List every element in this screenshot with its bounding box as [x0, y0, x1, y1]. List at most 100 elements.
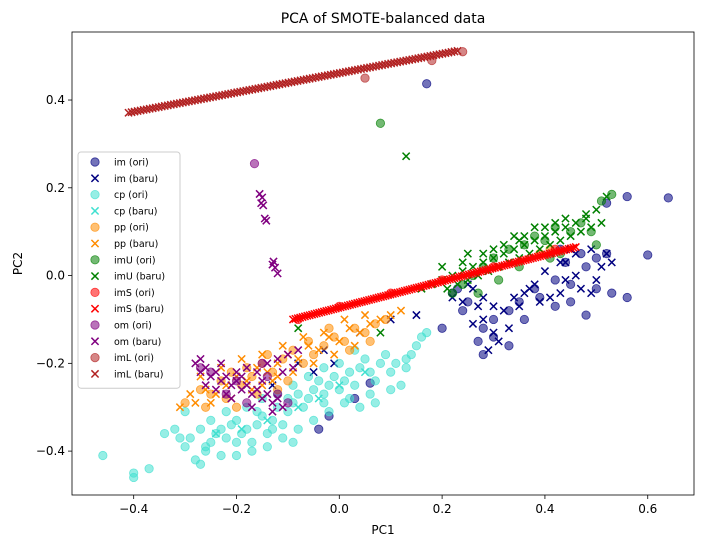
- data-point-im-baru: [607, 258, 616, 267]
- legend: im (ori) im (baru) cp (ori) cp (baru) pp (or…: [77, 151, 181, 389]
- data-point-ims-baru: [464, 270, 473, 279]
- data-point-ims-baru: [293, 314, 302, 323]
- data-point-ims-baru: [486, 264, 495, 274]
- data-point-om-baru: [263, 359, 272, 368]
- data-point-ims-baru: [519, 256, 528, 265]
- data-point-cp-ori: [324, 380, 334, 390]
- data-point-pp-baru: [386, 310, 395, 320]
- data-point-cp-ori: [370, 376, 380, 386]
- legend-item-imu-ori: imU (ori): [90, 255, 156, 266]
- data-point-om-baru: [201, 381, 210, 390]
- data-point-ims-baru: [521, 255, 531, 264]
- data-point-imu-baru: [402, 152, 411, 161]
- data-point-pp-baru: [355, 328, 364, 337]
- data-point-ims-baru: [531, 253, 540, 262]
- legend-item-cp-baru: cp (baru): [90, 206, 157, 217]
- legend-label: om (baru): [114, 337, 161, 348]
- data-point-ims-baru: [536, 252, 545, 261]
- data-point-ims-baru: [474, 267, 483, 277]
- data-point-ims-baru: [419, 281, 428, 291]
- data-point-ims-baru: [341, 301, 350, 311]
- data-point-ims-baru: [429, 279, 438, 288]
- data-point-om-baru: [242, 381, 251, 390]
- legend-box: [77, 151, 181, 389]
- data-point-ims-baru: [497, 261, 507, 271]
- data-point-ims-baru: [557, 246, 566, 255]
- data-point-im-ori: [566, 297, 576, 307]
- data-point-ims-baru: [516, 256, 526, 266]
- data-point-im-ori: [478, 323, 488, 333]
- data-point-ims-baru: [528, 253, 538, 263]
- data-point-imu-baru: [581, 209, 591, 219]
- data-point-cp-ori: [247, 446, 257, 456]
- data-point-om-baru: [283, 350, 293, 359]
- data-point-ims-baru: [445, 275, 454, 284]
- data-point-imu-baru: [587, 223, 596, 232]
- data-point-imu-baru: [571, 218, 580, 228]
- data-point-ims-baru: [550, 248, 559, 257]
- data-point-im-ori: [581, 310, 591, 320]
- data-point-pp-baru: [309, 359, 318, 368]
- data-point-ims-baru: [514, 257, 523, 266]
- data-point-cp-ori: [231, 450, 242, 461]
- data-point-imu-ori: [586, 227, 596, 237]
- data-point-im-ori: [422, 79, 432, 89]
- data-point-imu-baru: [499, 240, 508, 249]
- data-point-ims-baru: [348, 300, 357, 309]
- data-point-ims-baru: [436, 277, 445, 286]
- data-point-ims-baru: [391, 289, 400, 298]
- data-point-ims-baru: [421, 281, 431, 290]
- data-point-ims-baru: [338, 302, 348, 311]
- data-point-ims-baru: [355, 298, 364, 307]
- legend-marker: [90, 304, 100, 313]
- data-point-ims-baru: [362, 296, 371, 305]
- data-point-im-baru: [602, 249, 611, 258]
- data-point-im-baru: [597, 262, 606, 271]
- data-point-im-baru: [561, 258, 570, 267]
- data-point-cp-ori: [370, 398, 380, 408]
- legend-label: im (baru): [114, 174, 158, 185]
- data-point-im-baru: [587, 288, 596, 298]
- data-point-ims-baru: [386, 290, 395, 299]
- data-point-ims-baru: [405, 285, 414, 294]
- data-point-ims-baru: [438, 276, 447, 286]
- legend-item-ims-baru: imS (baru): [90, 304, 164, 315]
- data-point-pp-baru: [396, 306, 406, 315]
- data-point-cp-ori: [386, 367, 396, 377]
- data-point-cp-ori: [329, 371, 339, 382]
- data-point-ims-baru: [443, 275, 452, 285]
- data-point-ims-baru: [417, 282, 426, 291]
- data-point-im-ori: [473, 336, 483, 346]
- data-point-om-baru: [273, 354, 282, 364]
- data-point-cp-ori: [180, 442, 190, 452]
- data-point-im-baru: [530, 280, 539, 289]
- x-axis: −0.4 −0.2 0.0 0.2 0.4 0.6: [119, 495, 657, 516]
- data-point-ims-baru: [360, 297, 369, 306]
- data-point-ims-baru: [410, 284, 419, 293]
- data-point-ims-baru: [450, 273, 459, 283]
- data-point-ims-baru: [288, 315, 298, 324]
- data-point-im-baru: [489, 328, 498, 337]
- data-point-ims-baru: [291, 314, 300, 323]
- data-point-imu-baru: [530, 223, 539, 232]
- data-point-im-baru: [556, 288, 565, 298]
- data-point-imu-baru: [556, 236, 565, 245]
- data-point-ims-baru: [540, 250, 550, 260]
- data-point-im-baru: [561, 275, 570, 285]
- data-point-ims-baru: [569, 243, 578, 252]
- data-point-om-baru: [263, 389, 272, 399]
- legend-marker: [90, 206, 100, 216]
- data-point-pp-baru: [314, 346, 323, 355]
- data-point-im-ori: [314, 424, 324, 434]
- data-point-imu-baru: [551, 227, 560, 236]
- legend-label: imS (ori): [114, 288, 155, 299]
- data-point-ims-baru: [331, 304, 340, 313]
- data-point-ims-baru: [478, 266, 488, 275]
- data-point-cp-ori: [411, 341, 422, 351]
- data-point-ims-baru: [322, 306, 331, 316]
- data-point-ims-baru: [490, 263, 500, 272]
- data-point-ims-baru: [559, 245, 569, 255]
- data-point-ims-baru: [398, 287, 407, 296]
- data-point-im-ori: [622, 191, 632, 202]
- data-point-ims-baru: [471, 268, 481, 277]
